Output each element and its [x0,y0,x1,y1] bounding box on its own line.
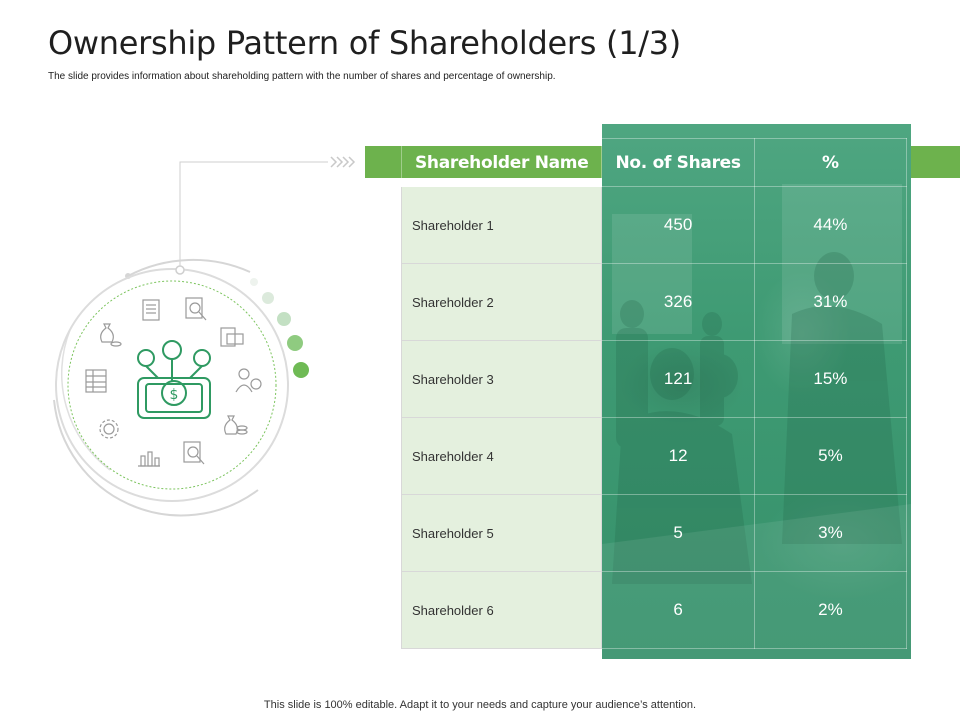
table-row: Shareholder 3 121 15% [400,340,908,418]
invoice-icon [142,299,160,321]
shareholders-money-icon: $ [137,340,211,419]
table-row: Shareholder 4 12 5% [400,417,908,495]
money-bag-coins-icon [224,415,248,435]
search-dollar-icon [183,441,205,465]
shares-cell: 450 [601,186,755,264]
page-footer: This slide is 100% editable. Adapt it to… [263,699,697,711]
businessman-dollar-icon [235,368,262,393]
shareholder-name-cell: Shareholder 1 [400,186,603,264]
shares-cell: 12 [601,417,755,495]
percent-cell: 31% [753,263,908,341]
percent-cell: 5% [753,417,908,495]
table-row: Shareholder 6 6 2% [400,571,908,649]
table-row: Shareholder 1 450 44% [400,186,908,264]
shareholder-name-cell: Shareholder 2 [400,263,603,341]
header-shareholder-name: Shareholder Name [400,138,603,187]
shareholder-name-cell: Shareholder 5 [400,494,603,572]
chevron-arrows-icon [330,156,356,168]
spreadsheet-icon [85,369,107,393]
table-header-row: Shareholder Name No. of Shares % [400,138,908,187]
shareholders-table: Shareholder Name No. of Shares % Shareho… [400,138,908,649]
shares-cell: 6 [601,571,755,649]
percent-cell: 15% [753,340,908,418]
percent-cell: 2% [753,571,908,649]
svg-text:$: $ [170,387,179,403]
shares-cell: 5 [601,494,755,572]
percent-cell: 3% [753,494,908,572]
header-no-of-shares: No. of Shares [601,138,755,187]
shareholding-graphic: $ [53,156,356,517]
page-subtitle: The slide provides information about sha… [48,71,556,82]
money-bag-icon [100,323,122,347]
percent-cell: 44% [753,186,908,264]
chart-dollar-icon [138,451,160,467]
header-percent: % [753,138,908,187]
table-row: Shareholder 2 326 31% [400,263,908,341]
shares-cell: 121 [601,340,755,418]
table-row: Shareholder 5 5 3% [400,494,908,572]
shareholder-name-cell: Shareholder 6 [400,571,603,649]
shareholder-name-cell: Shareholder 4 [400,417,603,495]
page-title: Ownership Pattern of Shareholders (1/3) [48,24,681,62]
search-document-icon [185,297,207,321]
shares-cell: 326 [601,263,755,341]
cash-document-icon [220,327,244,347]
shareholder-name-cell: Shareholder 3 [400,340,603,418]
dollar-gear-icon [99,419,119,439]
